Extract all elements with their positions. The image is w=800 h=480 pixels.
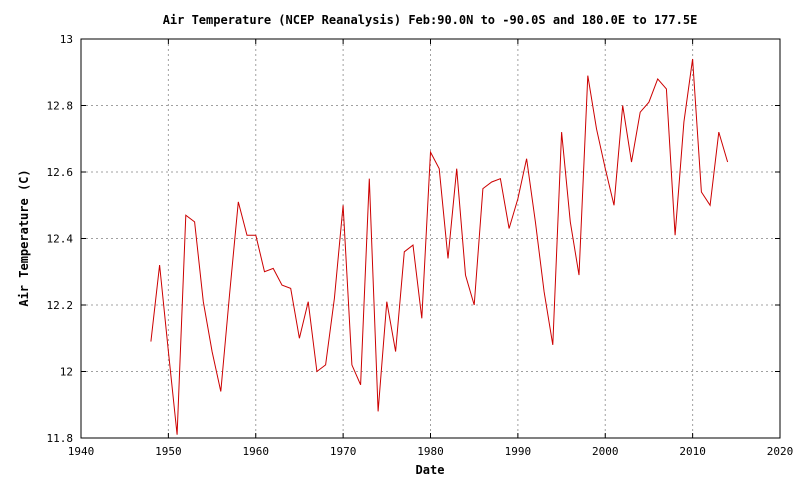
y-tick-label: 11.8	[47, 432, 74, 445]
y-tick-label: 13	[60, 33, 73, 46]
y-tick-label: 12.8	[47, 100, 74, 113]
x-tick-label: 2000	[592, 445, 619, 458]
y-tick-label: 12	[60, 366, 73, 379]
y-axis-label: Air Temperature (C)	[17, 169, 31, 306]
series-layer	[150, 58, 729, 435]
y-tick-label: 12.4	[47, 233, 74, 246]
x-tick-label: 1980	[417, 445, 444, 458]
chart-title: Air Temperature (NCEP Reanalysis) Feb:90…	[163, 13, 698, 27]
x-tick-label: 2020	[767, 445, 794, 458]
x-tick-label: 1970	[330, 445, 357, 458]
y-tick-label: 12.6	[47, 166, 74, 179]
x-tick-label: 1950	[155, 445, 182, 458]
x-tick-label: 1960	[243, 445, 270, 458]
y-tick-label: 12.2	[47, 299, 74, 312]
grid-lines	[81, 39, 780, 438]
x-axis-label: Date	[416, 463, 445, 477]
x-tick-label: 2010	[679, 445, 706, 458]
axis-ticks: 1940 1950 1960 1970 1980 1990 2000 2010 2020 11.8…	[47, 33, 794, 458]
x-tick-label: 1940	[68, 445, 95, 458]
plot-frame	[80, 38, 781, 439]
series-line	[150, 58, 729, 435]
x-tick-label: 1990	[505, 445, 532, 458]
